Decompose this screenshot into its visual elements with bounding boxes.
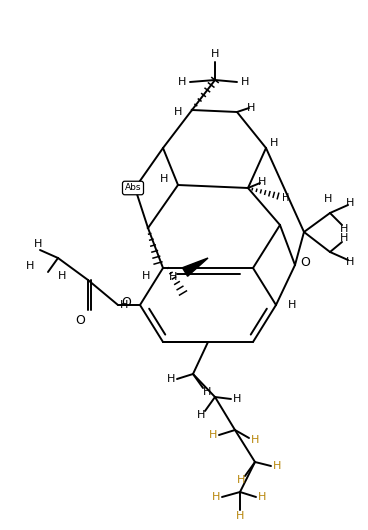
Text: H: H <box>247 103 255 113</box>
Text: Abs: Abs <box>125 183 141 192</box>
Text: O: O <box>121 296 131 310</box>
Text: H: H <box>237 475 245 485</box>
Text: H: H <box>160 174 168 184</box>
Text: H: H <box>340 224 348 234</box>
Text: H: H <box>178 77 186 87</box>
Text: O: O <box>75 314 85 326</box>
Text: H: H <box>282 193 290 203</box>
Text: H: H <box>258 492 266 502</box>
Text: H: H <box>241 77 249 87</box>
Text: H: H <box>340 233 348 243</box>
Text: H: H <box>273 461 281 471</box>
Text: H: H <box>142 271 150 281</box>
Text: H: H <box>167 374 175 384</box>
Text: H: H <box>212 492 220 502</box>
Text: H: H <box>209 430 217 440</box>
Text: H: H <box>174 107 182 117</box>
Text: H: H <box>346 257 354 267</box>
Text: H: H <box>288 300 296 310</box>
Text: H: H <box>346 198 354 208</box>
Text: H: H <box>211 49 219 59</box>
Text: O: O <box>300 257 310 269</box>
Text: H: H <box>34 239 42 249</box>
Text: H: H <box>324 194 332 204</box>
Text: H: H <box>120 300 128 310</box>
Text: H: H <box>197 410 205 420</box>
Text: H: H <box>203 387 211 397</box>
Text: H: H <box>58 271 66 281</box>
Polygon shape <box>183 258 208 276</box>
Text: H: H <box>169 272 177 282</box>
Text: H: H <box>270 138 278 148</box>
Text: H: H <box>251 435 259 445</box>
Text: H: H <box>233 394 241 404</box>
Text: H: H <box>258 177 266 187</box>
Text: H: H <box>26 261 34 271</box>
Text: H: H <box>236 511 244 521</box>
